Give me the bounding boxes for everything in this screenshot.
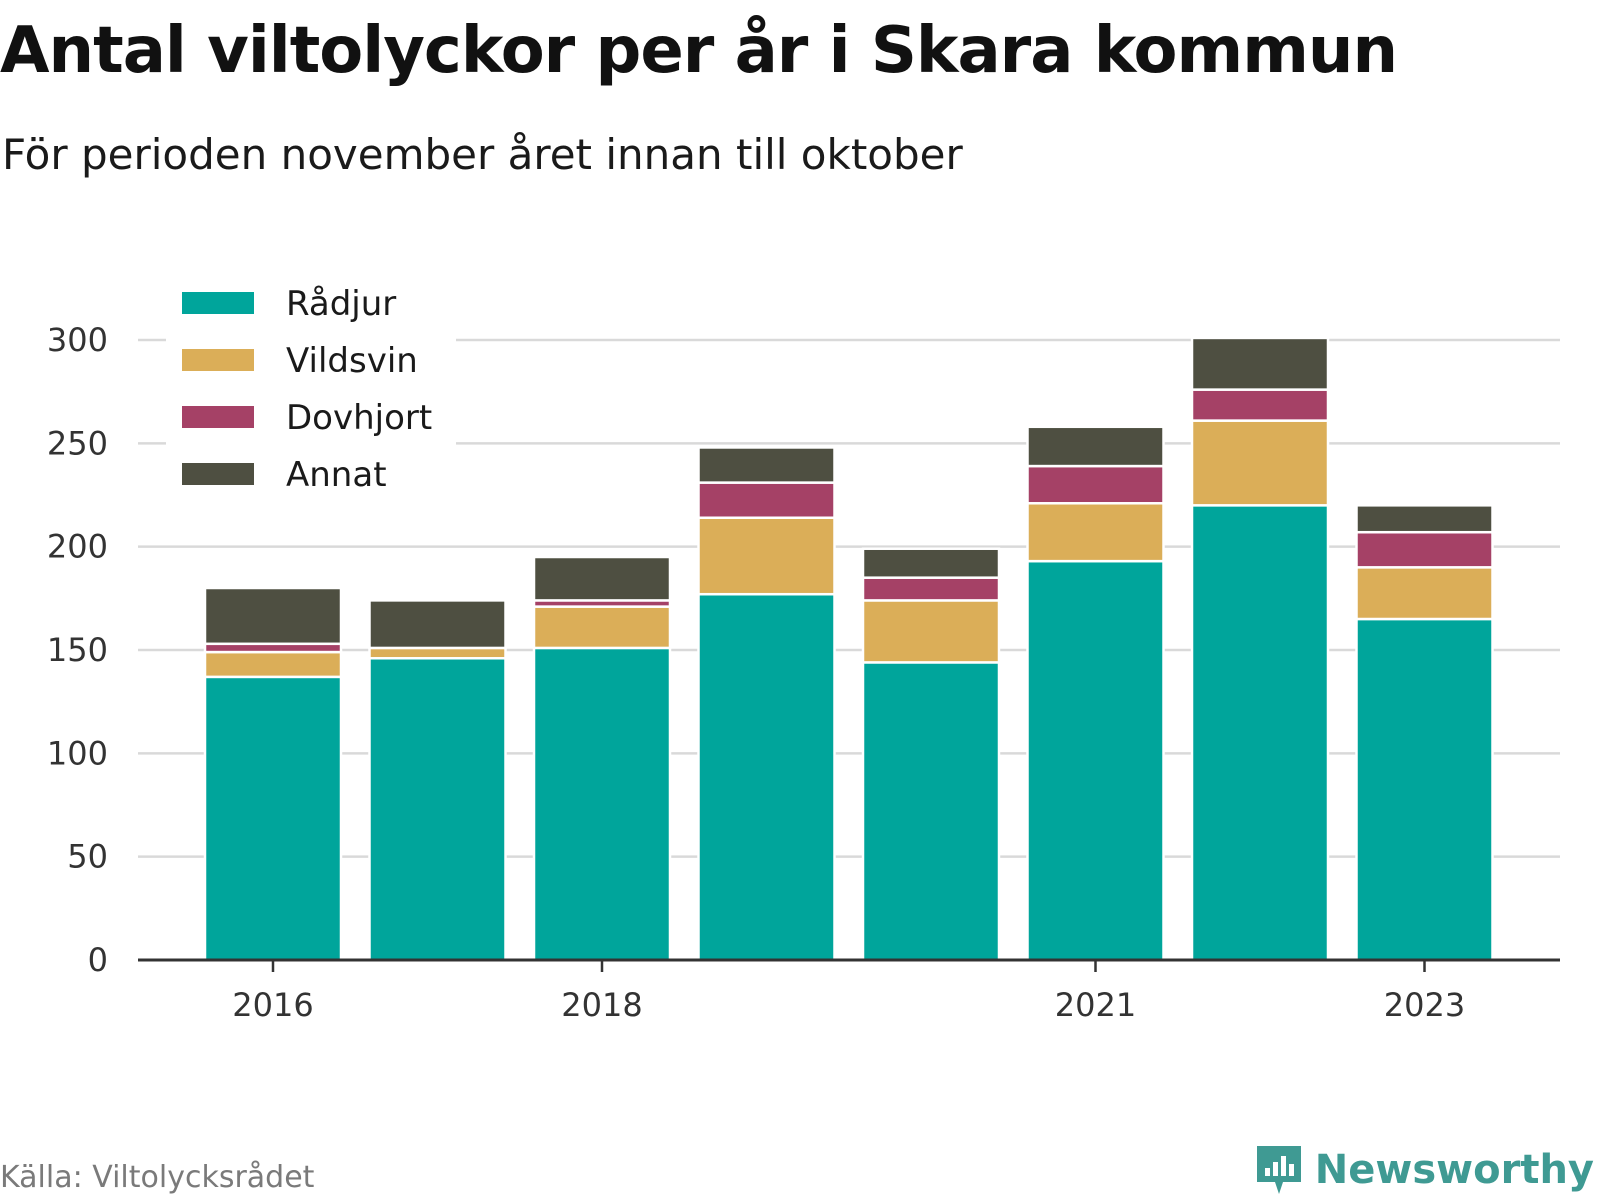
legend-label-rådjur: Rådjur (286, 284, 396, 324)
chart-title: Antal viltolyckor per år i Skara kommun (0, 14, 1398, 88)
bar-segment-rådjur-2019 (697, 592, 836, 962)
bar-segment-dovhjort-2023 (1355, 530, 1494, 569)
bar-segment-annat-2020 (861, 547, 1001, 579)
axes: 0 50 100 150 200 250 300 2016 2018 2021 2023 (47, 321, 1560, 1024)
legend: Rådjur Vildsvin Dovhjort Annat (166, 272, 456, 502)
bars (203, 336, 1494, 962)
bar-segment-annat-2019 (697, 446, 836, 484)
bar-segment-dovhjort-2020 (861, 576, 1001, 602)
legend-swatch-rådjur (182, 292, 254, 314)
legend-label-annat: Annat (286, 455, 387, 495)
y-tick-label: 100 (47, 734, 108, 772)
y-tick-label: 300 (47, 321, 108, 359)
bar-stack-2018 (532, 555, 672, 962)
bar-segment-dovhjort-2019 (697, 481, 836, 519)
y-tick-label: 0 (88, 941, 108, 979)
bar-segment-vildsvin-2023 (1355, 566, 1494, 621)
legend-swatch-annat (182, 463, 254, 485)
bar-stack-2017 (368, 599, 507, 962)
bar-segment-rådjur-2018 (532, 646, 672, 962)
brand-name: Newsworthy (1314, 1147, 1594, 1193)
stacked-bar-chart: 0 50 100 150 200 250 300 2016 2018 2021 2023 Rådju… (46, 272, 1560, 1024)
bar-segment-vildsvin-2017 (368, 646, 507, 660)
y-tick-label: 250 (47, 424, 108, 462)
bar-stack-2022 (1190, 336, 1330, 962)
bar-stack-2019 (697, 446, 836, 962)
bar-stack-2016 (203, 586, 343, 962)
bar-segment-annat-2018 (532, 555, 672, 602)
x-tick-label: 2021 (1055, 986, 1136, 1024)
legend-swatch-dovhjort (182, 406, 254, 428)
legend-label-vildsvin: Vildsvin (286, 341, 418, 381)
bar-segment-dovhjort-2022 (1190, 388, 1330, 422)
bar-segment-vildsvin-2019 (697, 516, 836, 596)
x-tick-label: 2016 (232, 986, 313, 1024)
source-note: Källa: Viltolycksrådet (0, 1160, 315, 1195)
bar-segment-annat-2021 (1026, 425, 1165, 468)
x-tick-label: 2018 (561, 986, 642, 1024)
bar-segment-rådjur-2023 (1355, 617, 1494, 962)
bar-segment-dovhjort-2021 (1026, 464, 1165, 505)
bar-stack-2021 (1026, 425, 1165, 962)
bar-segment-vildsvin-2022 (1190, 419, 1330, 507)
bar-segment-annat-2017 (368, 599, 507, 650)
bar-segment-rådjur-2017 (368, 657, 507, 962)
bar-stack-2023 (1355, 504, 1494, 962)
bar-stack-2020 (861, 547, 1001, 962)
x-tick-label: 2023 (1384, 986, 1465, 1024)
newsworthy-logo-icon (1256, 1146, 1301, 1194)
bar-segment-vildsvin-2018 (532, 605, 672, 650)
bar-segment-annat-2023 (1355, 504, 1494, 534)
bar-segment-annat-2016 (203, 586, 343, 646)
bar-segment-rådjur-2022 (1190, 504, 1330, 962)
legend-label-dovhjort: Dovhjort (286, 398, 432, 438)
y-tick-label: 50 (67, 838, 108, 876)
bar-segment-annat-2022 (1190, 336, 1330, 391)
brand-logo: Newsworthy (1253, 1142, 1594, 1198)
y-tick-label: 200 (47, 528, 108, 566)
bar-segment-vildsvin-2021 (1026, 502, 1165, 563)
bar-segment-rådjur-2016 (203, 675, 343, 962)
legend-swatch-vildsvin (182, 349, 254, 371)
chart-subtitle: För perioden november året innan till ok… (2, 130, 963, 179)
bar-segment-rådjur-2021 (1026, 559, 1165, 962)
bar-segment-vildsvin-2016 (203, 650, 343, 679)
bar-segment-vildsvin-2020 (861, 599, 1001, 664)
y-tick-label: 150 (47, 631, 108, 669)
bar-segment-rådjur-2020 (861, 661, 1001, 962)
